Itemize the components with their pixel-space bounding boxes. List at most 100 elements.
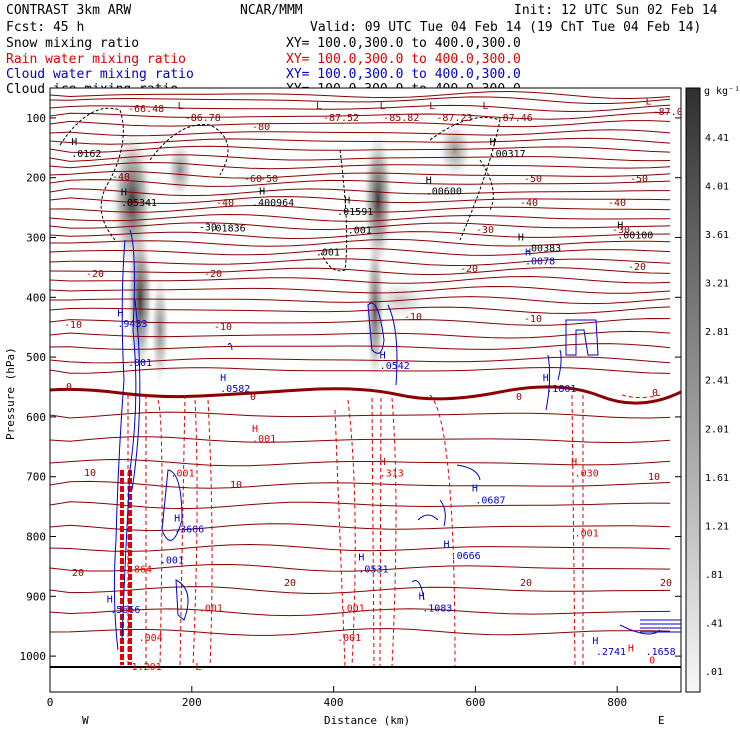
cloud-water-contours — [113, 229, 681, 651]
temperature-contour-line — [50, 543, 671, 552]
y-tick-label: 1000 — [20, 650, 47, 663]
chart-annotation: H — [344, 195, 350, 206]
cloud-ice-contours — [59, 107, 501, 272]
temperature-contour-line — [50, 231, 671, 240]
chart-annotation: L — [429, 101, 435, 112]
temperature-contour-line — [50, 285, 671, 294]
chart-annotation: -80 — [252, 122, 270, 133]
chart-annotation: H — [380, 350, 386, 361]
temperature-contour-line — [50, 411, 671, 419]
temperature-contour-label: 0 — [652, 388, 658, 399]
colorbar-level-label: 1.61 — [705, 473, 729, 484]
chart-annotation: H — [358, 552, 364, 563]
temperature-contour-label: -30 — [612, 225, 630, 236]
field-label-cloud-water: Cloud water mixing ratio — [6, 67, 194, 82]
chart-annotation: H — [617, 221, 623, 232]
chart-annotation: L — [482, 101, 488, 112]
chart-annotation: .001 — [199, 603, 223, 614]
plot-frame — [49, 87, 682, 693]
chart-annotation: H — [107, 594, 113, 605]
temperature-contour-line — [50, 90, 671, 100]
temperature-contour-label: -20 — [460, 264, 478, 275]
temperature-contour-line — [50, 480, 671, 489]
chart-annotation: .0582 — [220, 384, 250, 395]
temperature-contour-label: -50 — [630, 174, 648, 185]
chart-annotation: L — [646, 97, 652, 108]
x-axis-east-label: E — [658, 714, 665, 727]
temperature-contour-line — [50, 96, 671, 104]
temperature-contour-label: 20 — [520, 578, 532, 589]
colorbar-level-label: .81 — [705, 570, 723, 581]
chart-annotation: .864 — [128, 564, 152, 575]
temperature-contour-label: 10 — [230, 480, 242, 491]
chart-annotation: .001 — [171, 469, 195, 480]
forecast-hour: Fcst: 45 h — [6, 20, 84, 35]
annotations: -66.48 L-86.78-80L-87.52L-85.82L-87.23L-8… — [64, 97, 681, 673]
temperature-contour-line — [50, 628, 671, 636]
chart-annotation: .00383 — [525, 243, 561, 254]
chart-annotation: .3666 — [174, 524, 204, 535]
chart-annotation: H — [518, 232, 524, 243]
temperature-contour-line — [50, 104, 671, 113]
colorbar-unit: g kg⁻¹ — [704, 86, 740, 97]
chart-annotation: .00600 — [426, 186, 462, 197]
y-tick-label: 600 — [26, 411, 46, 424]
temperature-contour-line — [50, 111, 671, 120]
freezing-level-line — [50, 385, 681, 405]
chart-annotation: L — [195, 662, 201, 673]
chart-annotation: .001 — [337, 633, 361, 644]
chart-annotation: H — [443, 539, 449, 550]
colorbar-level-label: 3.61 — [705, 230, 729, 241]
chart-annotation: .001 — [128, 358, 152, 369]
temperature-contour-line — [50, 563, 671, 572]
x-axis-west-label: W — [82, 714, 89, 727]
temperature-contour-label: -40 — [608, 198, 626, 209]
temperature-contour-line — [50, 247, 671, 256]
chart-annotation: .400964 — [252, 198, 294, 209]
temperature-contour-label: -40 — [112, 172, 130, 183]
temperature-contour-line — [50, 258, 671, 267]
chart-annotation: .01836 — [210, 224, 246, 235]
field-xy-snow: XY= 100.0,300.0 to 400.0,300.0 — [286, 36, 521, 51]
chart-annotation: .001 — [575, 529, 599, 540]
temperature-contour-line — [50, 267, 671, 276]
temperature-contour-line — [50, 213, 670, 222]
x-tick-label: 0 — [47, 696, 54, 709]
chart-annotation: .00100 — [617, 231, 653, 242]
chart-annotation: .0078 — [525, 256, 555, 267]
chart-annotation: H — [543, 373, 549, 384]
chart-annotation: -30 — [199, 222, 217, 233]
temperature-contour-label: -50 — [524, 174, 542, 185]
x-axis: 0 200 400 600 800 — [47, 686, 627, 709]
temperature-contour-label: 10 — [648, 472, 660, 483]
colorbar-level-label: 3.21 — [705, 279, 729, 290]
temperature-contour-label: -50 — [260, 174, 278, 185]
colorbar-level-label: .41 — [705, 618, 723, 629]
field-xy-cloud-water: XY= 100.0,300.0 to 400.0,300.0 — [286, 67, 521, 82]
chart-annotation: H — [220, 373, 226, 384]
chart-annotation: .0687 — [475, 496, 505, 507]
valid-time: Valid: 09 UTC Tue 04 Feb 14 (19 ChT Tue … — [310, 20, 701, 35]
chart-annotation: -87.46 — [497, 113, 533, 124]
temperature-contour-label: -60 — [244, 174, 262, 185]
chart-annotation: .001 — [316, 247, 340, 258]
colorbar-level-label: 4.01 — [705, 182, 729, 193]
colorbar-level-label: 2.41 — [705, 376, 729, 387]
init-time: Init: 12 UTC Sun 02 Feb 14 — [514, 3, 718, 18]
institution: NCAR/MMM — [240, 3, 303, 18]
chart-annotation: .0531 — [358, 564, 388, 575]
model-title: CONTRAST 3km ARW — [6, 3, 131, 18]
chart-annotation: H — [628, 643, 634, 654]
chart-annotation: .1801 — [546, 384, 576, 395]
y-tick-label: 500 — [26, 351, 46, 364]
temperature-contour-label: 20 — [284, 578, 296, 589]
chart-annotation: H — [121, 188, 127, 199]
y-tick-label: 400 — [26, 291, 46, 304]
y-tick-label: 100 — [26, 112, 46, 125]
y-tick-label: 900 — [26, 590, 46, 603]
temperature-contour-label: -40 — [216, 198, 234, 209]
colorbar-level-label: 4.41 — [705, 133, 729, 144]
temperature-contour-line — [50, 523, 671, 532]
temperature-contours — [50, 90, 671, 636]
